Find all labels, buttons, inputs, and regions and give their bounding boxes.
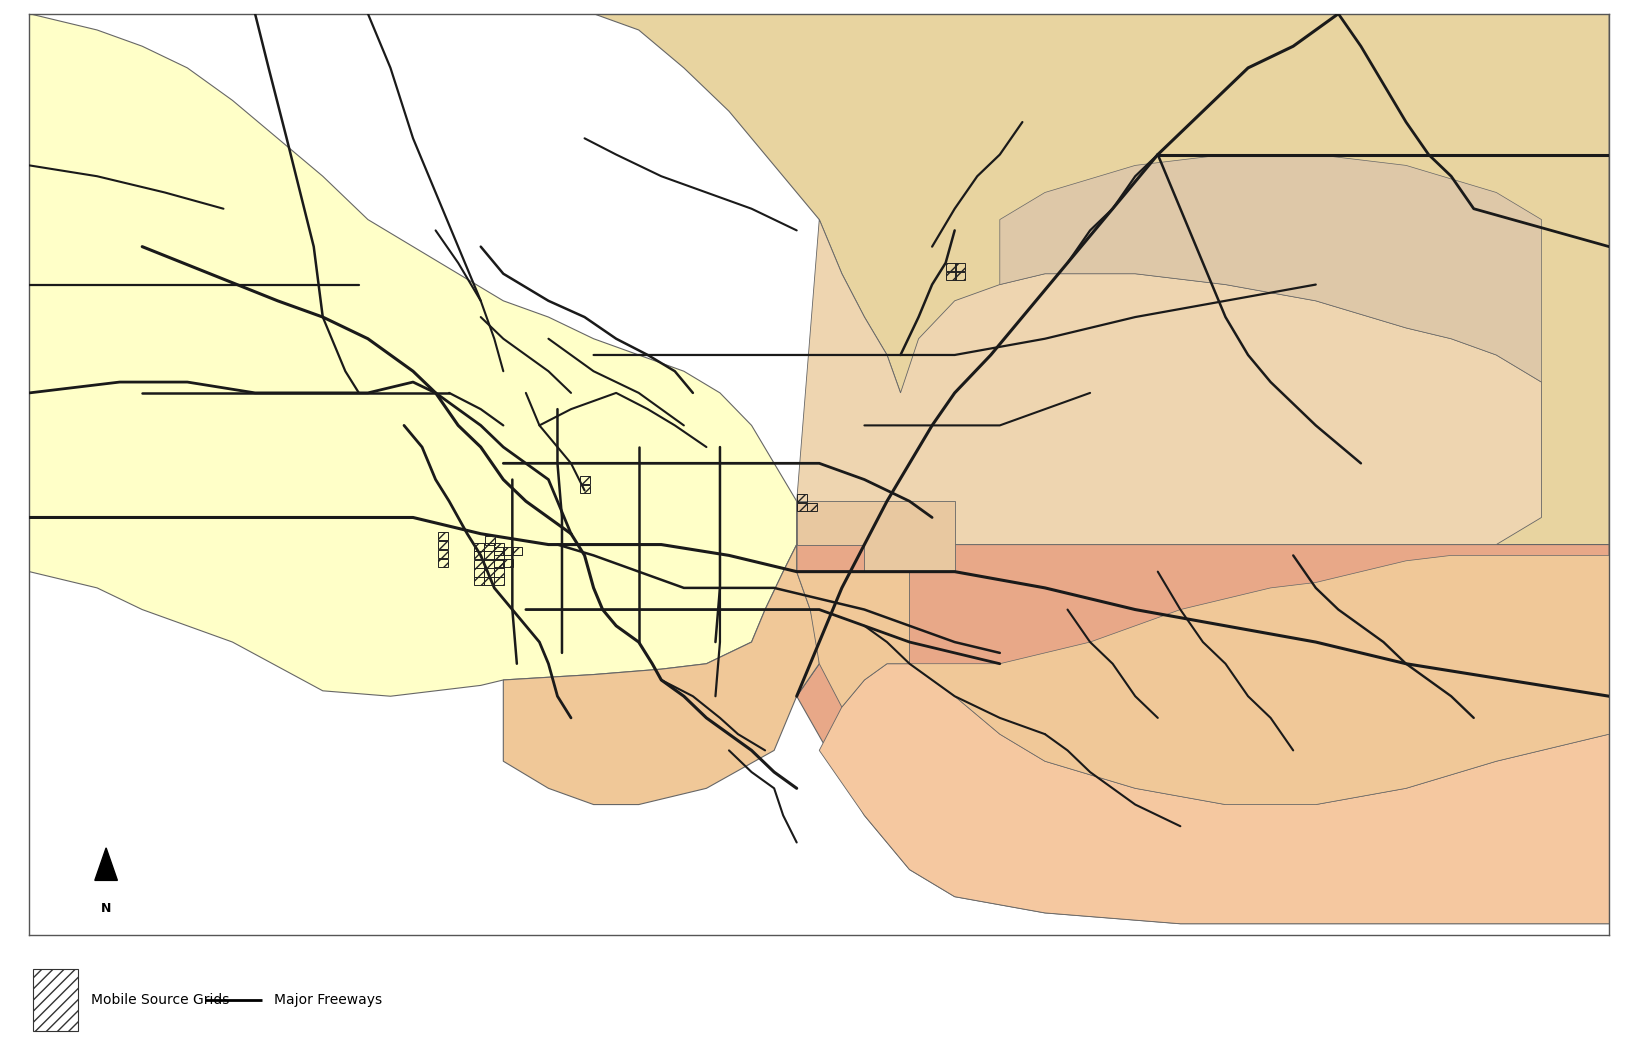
Bar [503,547,512,555]
Bar [494,543,504,551]
Bar [579,485,591,493]
Bar [494,577,504,585]
Text: Major Freeways: Major Freeways [274,993,382,1006]
Polygon shape [796,220,1542,545]
Bar [437,532,447,541]
Bar [437,550,447,559]
Bar [485,560,494,568]
Bar [437,541,447,549]
Polygon shape [796,545,1609,924]
Polygon shape [796,571,909,708]
Polygon shape [95,848,118,881]
Bar [579,475,591,484]
Bar [955,263,965,271]
Bar [473,568,485,577]
Bar [796,494,806,503]
Bar [945,271,956,280]
Bar [512,547,522,555]
Bar [494,551,504,560]
Bar [473,551,485,560]
Polygon shape [503,545,819,805]
Bar [473,560,485,568]
Bar [485,568,494,577]
Text: N: N [101,902,111,916]
Bar [494,560,504,568]
Polygon shape [594,14,1609,545]
Bar [945,263,956,271]
Bar [806,503,816,511]
Polygon shape [1000,154,1542,382]
Bar [437,559,447,567]
Bar [503,559,512,567]
Bar [955,271,965,280]
Bar [796,503,806,511]
Bar [485,551,494,560]
Text: Mobile Source Grids: Mobile Source Grids [90,993,228,1006]
Polygon shape [29,14,796,696]
Bar [494,568,504,577]
Polygon shape [796,502,955,571]
Bar [485,577,494,585]
Bar [494,547,504,555]
Bar [485,536,494,545]
Bar [485,543,494,551]
Polygon shape [819,664,1609,924]
Bar [473,543,485,551]
Bar [494,559,504,567]
Bar [33,969,78,1031]
Bar [473,577,485,585]
Polygon shape [909,555,1609,805]
